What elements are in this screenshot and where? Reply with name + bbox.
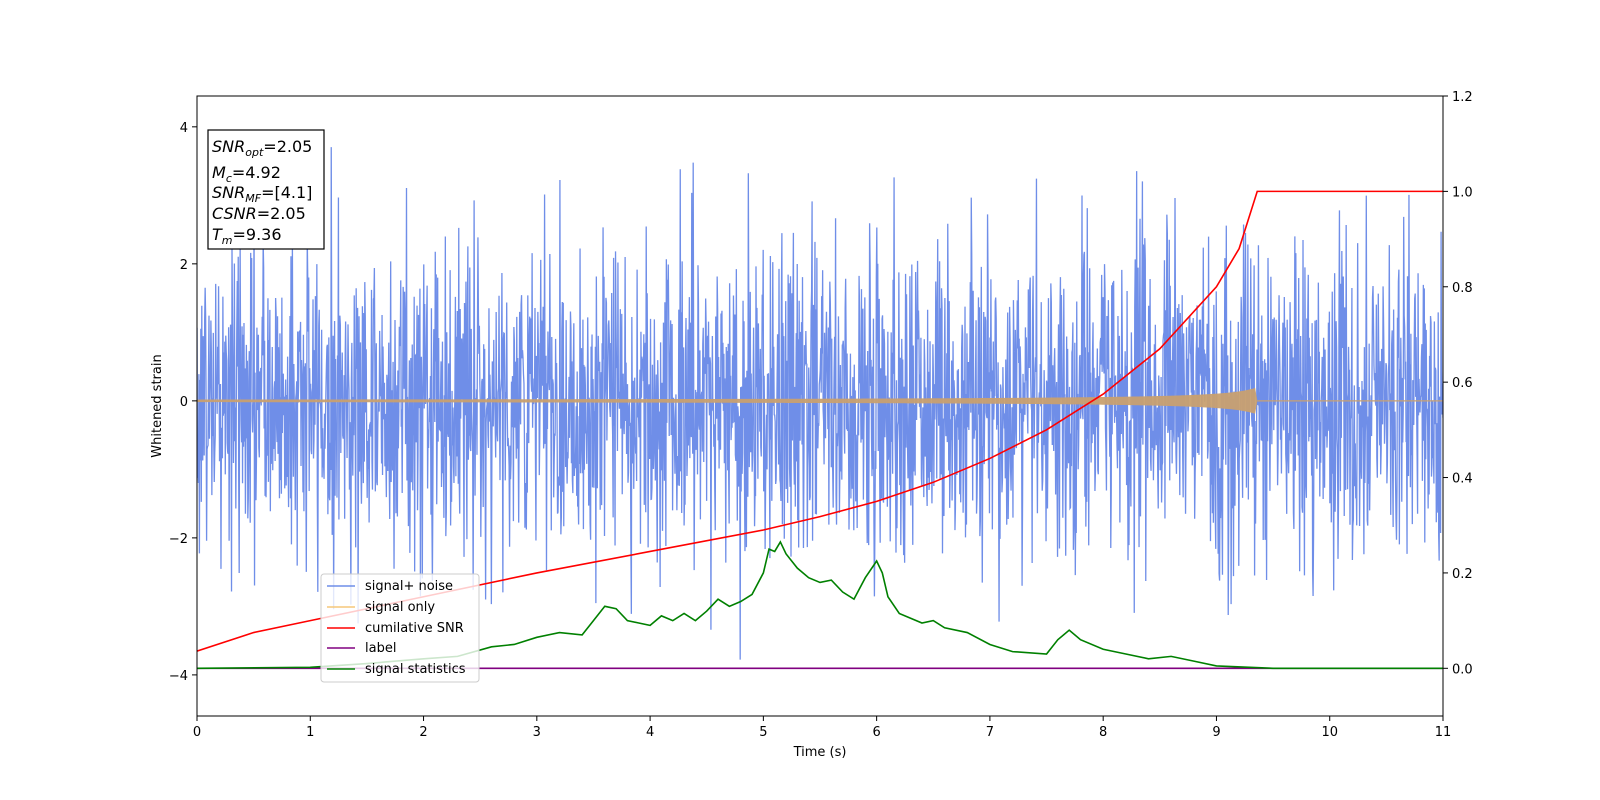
csnr-symbol: CSNR — [212, 204, 257, 223]
x-tick-label: 5 — [759, 725, 767, 740]
annotation-csnr: CSNR=2.05 — [212, 204, 306, 223]
x-tick-label: 0 — [193, 725, 201, 740]
series-signal-statistics — [197, 540, 1443, 670]
annotation-frame — [207, 129, 325, 250]
mc-symbol: M — [212, 163, 226, 182]
tm-symbol: T — [212, 225, 223, 244]
mc-subscript: c — [226, 172, 232, 185]
series-signal-noise — [197, 147, 1443, 660]
y-left-tick-label: −2 — [169, 532, 188, 547]
legend-label-cumulative-snr: cumilative SNR — [365, 621, 464, 636]
legend-label-label: label — [365, 641, 396, 656]
legend-label-signal-noise: signal+ noise — [365, 579, 453, 594]
annotation-mc: Mc=4.92 — [212, 163, 281, 185]
x-tick-label: 3 — [533, 725, 541, 740]
legend-label-signal-statistics: signal statistics — [365, 662, 466, 677]
axis-layer: 0 1 2 3 4 5 6 7 8 9 10 11 4 2 0 −2 −4 1.2 1.0 0.8 0.6 0.4 0.2 0… — [169, 90, 1473, 740]
snr-mf-symbol: SNR — [212, 183, 245, 202]
y-right-tick-label: 0.0 — [1452, 662, 1473, 677]
y-right-tick-label: 0.4 — [1452, 472, 1473, 487]
legend-label-signal-only: signal only — [365, 600, 435, 615]
csnr-value: =2.05 — [257, 204, 306, 223]
y-left-tick-label: 2 — [180, 258, 188, 273]
y-right-tick-label: 1.2 — [1452, 90, 1473, 105]
y-left-tick-label: 0 — [180, 395, 188, 410]
y-axis-label: Whitened strain — [150, 354, 165, 457]
x-tick-label: 8 — [1099, 725, 1107, 740]
tm-value: =9.36 — [233, 225, 282, 244]
annotation-box: SNRopt=2.05 Mc=4.92 SNRMF=[4.1] CSNR=2.0… — [207, 129, 325, 250]
snr-opt-symbol: SNR — [212, 137, 245, 156]
legend: signal+ noise signal only cumilative SNR… — [320, 573, 480, 683]
tm-subscript: m — [222, 234, 233, 247]
legend-frame — [320, 573, 480, 683]
annotation-snr-mf: SNRMF=[4.1] — [212, 183, 312, 205]
x-tick-label: 7 — [986, 725, 994, 740]
y-right-tick-label: 0.8 — [1452, 281, 1473, 296]
snr-mf-subscript: MF — [245, 192, 261, 205]
annotation-snr-opt: SNRopt=2.05 — [212, 137, 312, 159]
x-tick-label: 1 — [306, 725, 314, 740]
mc-value: =4.92 — [232, 163, 281, 182]
x-tick-label: 9 — [1212, 725, 1220, 740]
y-right-tick-label: 0.6 — [1452, 376, 1473, 391]
x-tick-label: 4 — [646, 725, 654, 740]
x-tick-label: 6 — [872, 725, 880, 740]
plot-frame — [196, 95, 1444, 717]
snr-mf-value: =[4.1] — [261, 183, 312, 202]
snr-opt-value: =2.05 — [263, 137, 312, 156]
x-tick-label: 10 — [1321, 725, 1338, 740]
x-tick-label: 11 — [1435, 725, 1452, 740]
y-right-tick-label: 0.2 — [1452, 567, 1473, 582]
series-signal-only-envelope — [197, 387, 1258, 414]
annotation-tm: Tm=9.36 — [212, 225, 282, 247]
snr-opt-subscript: opt — [245, 146, 264, 159]
y-left-tick-label: −4 — [169, 669, 188, 684]
x-axis-label: Time (s) — [793, 745, 847, 760]
y-right-tick-label: 1.0 — [1452, 185, 1473, 200]
y-left-tick-label: 4 — [180, 121, 188, 136]
x-tick-label: 2 — [419, 725, 427, 740]
